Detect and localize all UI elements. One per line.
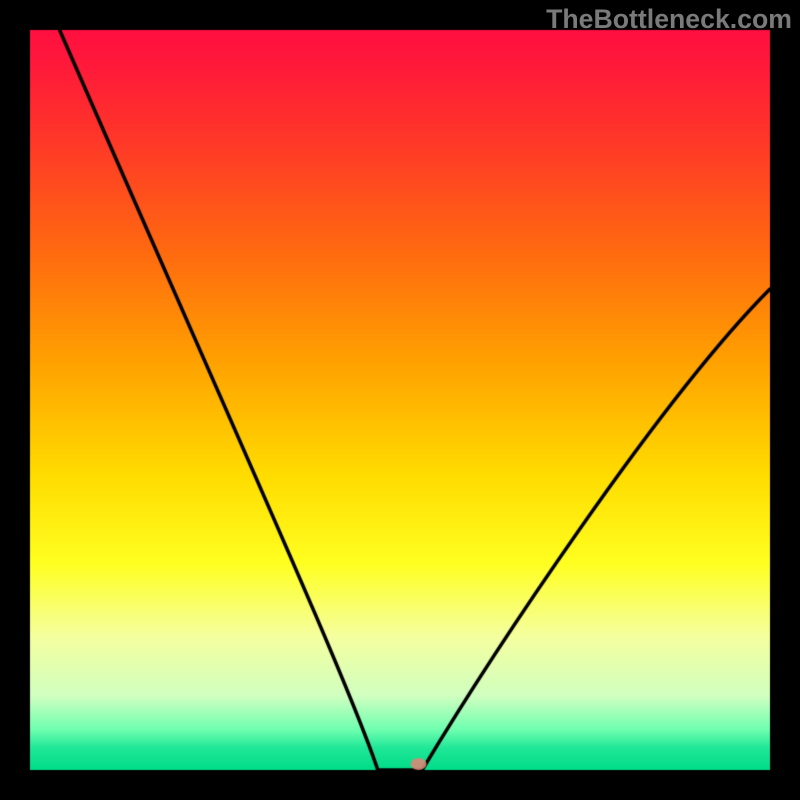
bottleneck-chart-canvas [0, 0, 800, 800]
chart-container: TheBottleneck.com [0, 0, 800, 800]
